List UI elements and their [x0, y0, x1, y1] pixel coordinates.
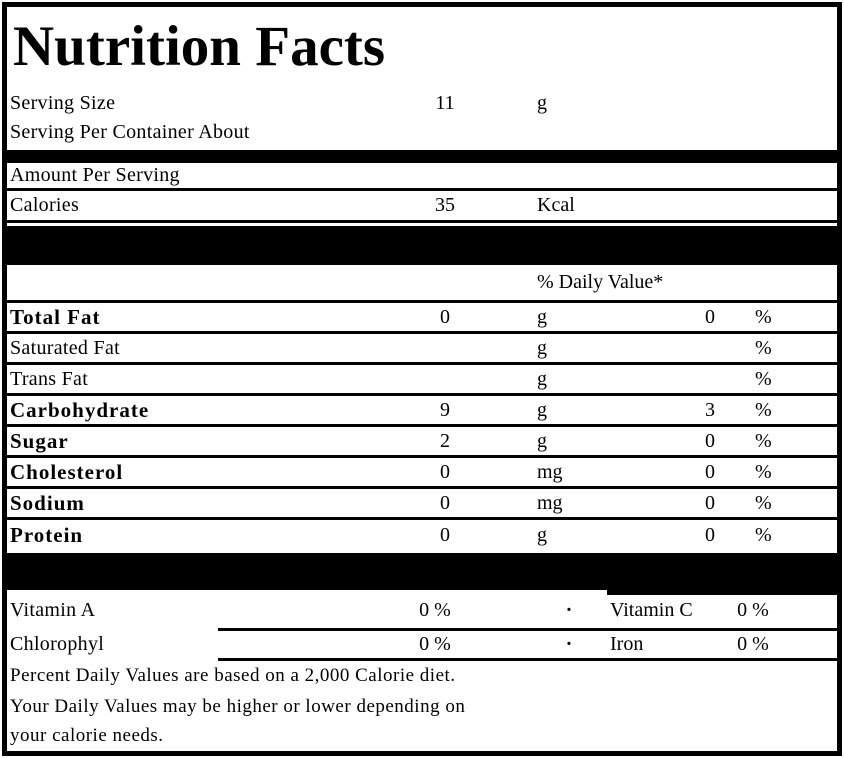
nutrient-row-protein: Protein 0 g 0 % [7, 520, 837, 553]
nutrient-row-trans-fat: Trans Fat g % [7, 365, 837, 396]
nutrient-row-carbohydrate: Carbohydrate 9 g 3 % [7, 396, 837, 427]
nutrient-unit: g [537, 337, 547, 359]
nutrient-name: Cholesterol [10, 460, 124, 484]
thick-divider-bar [7, 226, 837, 265]
serving-size-value: 11 [435, 92, 455, 114]
nutrient-name: Protein [10, 523, 84, 547]
nutrient-pct: % [755, 524, 772, 546]
vitamin-value-2: 0 % [737, 599, 769, 621]
servings-per-container-row: Serving Per Container About [7, 118, 837, 150]
label-title: Nutrition Facts [13, 15, 386, 78]
divider-bar-step-fill [607, 590, 837, 595]
nutrient-pct: % [755, 368, 772, 390]
nutrient-unit: mg [537, 492, 563, 514]
vitamin-value-2: 0 % [737, 633, 769, 655]
nutrient-row-total-fat: Total Fat 0 g 0 % [7, 303, 837, 334]
nutrient-value: 0 [440, 492, 450, 514]
partial-divider-line [218, 658, 837, 661]
nutrient-unit: g [537, 399, 547, 421]
nutrient-pct: % [755, 492, 772, 514]
nutrient-unit: g [537, 524, 547, 546]
nutrient-name: Trans Fat [10, 368, 89, 390]
footnote-line: Percent Daily Values are based on a 2,00… [10, 665, 456, 686]
nutrient-pct: % [755, 461, 772, 483]
nutrient-row-saturated-fat: Saturated Fat g % [7, 334, 837, 365]
vitamin-value: 0 % [419, 633, 451, 655]
calories-unit: Kcal [537, 194, 575, 216]
thick-divider-bar [7, 150, 837, 163]
amount-per-serving-label: Amount Per Serving [10, 164, 180, 186]
footnote-line: Your Daily Values may be higher or lower… [10, 696, 466, 717]
calories-row: Calories 35 Kcal [7, 191, 837, 223]
nutrient-row-cholesterol: Cholesterol 0 mg 0 % [7, 458, 837, 489]
calories-value: 35 [435, 194, 455, 216]
nutrient-unit: mg [537, 461, 563, 483]
nutrient-name: Carbohydrate [10, 398, 150, 422]
nutrient-value: 9 [440, 399, 450, 421]
nutrient-unit: g [537, 430, 547, 452]
servings-per-container-label: Serving Per Container About [10, 121, 250, 143]
nutrient-unit: g [537, 368, 547, 390]
nutrient-pct: % [755, 430, 772, 452]
thick-divider-bar [7, 553, 837, 590]
vitamin-name: Chlorophyl [10, 633, 105, 655]
vitamin-row-a: Vitamin A 0 % · Vitamin C 0 % [7, 595, 837, 631]
nutrient-dv: 0 [705, 492, 715, 514]
nutrient-pct: % [755, 337, 772, 359]
daily-value-header: % Daily Value* [537, 271, 664, 293]
footnote-line: your calorie needs. [10, 725, 164, 746]
nutrient-name: Sugar [10, 429, 69, 453]
nutrient-dv: 0 [705, 524, 715, 546]
bullet-separator: · [565, 599, 573, 621]
daily-value-header-row: % Daily Value* [7, 265, 837, 303]
vitamin-name: Vitamin A [10, 599, 96, 621]
partial-divider-line [218, 628, 837, 631]
nutrient-row-sodium: Sodium 0 mg 0 % [7, 489, 837, 520]
nutrient-pct: % [755, 399, 772, 421]
serving-size-unit: g [537, 92, 547, 114]
nutrient-row-sugar: Sugar 2 g 0 % [7, 427, 837, 458]
bullet-separator: · [565, 633, 573, 655]
vitamin-value: 0 % [419, 599, 451, 621]
nutrient-value: 2 [440, 430, 450, 452]
serving-size-label: Serving Size [10, 92, 116, 114]
divider-bar-step [7, 590, 837, 595]
nutrient-dv: 3 [705, 399, 715, 421]
nutrient-name: Sodium [10, 491, 85, 515]
nutrient-pct: % [755, 306, 772, 328]
nutrient-dv: 0 [705, 461, 715, 483]
vitamin-row-b: Chlorophyl 0 % · Iron 0 % [7, 631, 837, 661]
nutrient-value: 0 [440, 461, 450, 483]
nutrient-unit: g [537, 306, 547, 328]
nutrient-dv: 0 [705, 430, 715, 452]
calories-label: Calories [10, 194, 80, 216]
vitamin-name-2: Vitamin C [610, 599, 693, 621]
nutrient-name: Total Fat [10, 305, 101, 329]
serving-size-row: Serving Size 11 g [7, 88, 837, 118]
nutrient-value: 0 [440, 524, 450, 546]
nutrient-value: 0 [440, 306, 450, 328]
amount-per-serving-row: Amount Per Serving [7, 163, 837, 191]
nutrient-dv: 0 [705, 306, 715, 328]
nutrient-name: Saturated Fat [10, 337, 120, 359]
vitamin-name-2: Iron [610, 633, 644, 655]
